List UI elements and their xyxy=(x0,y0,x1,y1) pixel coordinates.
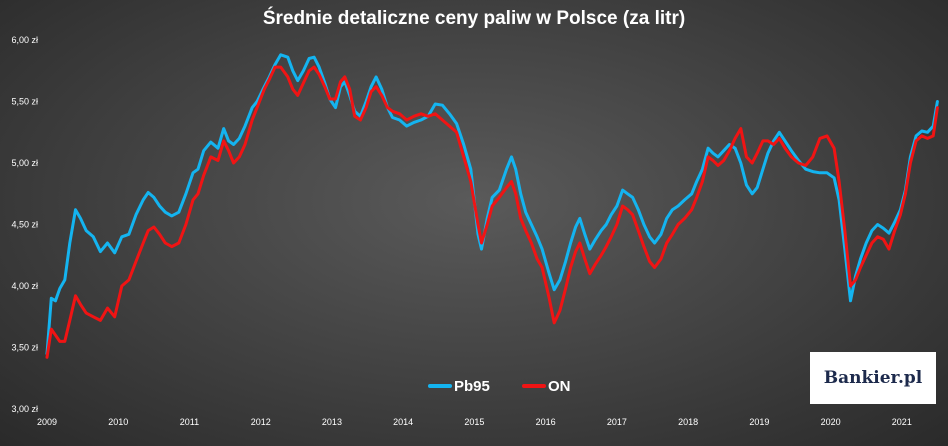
x-tick-label: 2013 xyxy=(322,417,342,427)
x-tick-label: 2012 xyxy=(251,417,271,427)
x-tick-label: 2019 xyxy=(749,417,769,427)
x-tick-label: 2011 xyxy=(180,417,199,427)
series-lines xyxy=(45,53,939,359)
bankier-logo: Bankier.pl xyxy=(810,352,936,404)
y-tick-label: 5,00 zł xyxy=(11,158,38,168)
y-tick-label: 6,00 zł xyxy=(11,35,38,45)
x-tick-label: 2021 xyxy=(892,417,912,427)
x-tick-label: 2014 xyxy=(393,417,413,427)
logo-text: Bankier.pl xyxy=(823,368,923,388)
x-tick-label: 2017 xyxy=(607,417,627,427)
x-tick-label: 2018 xyxy=(678,417,698,427)
legend: Pb95 ON xyxy=(428,378,571,395)
y-tick-label: 3,00 zł xyxy=(11,404,38,414)
chart-title: Średnie detaliczne ceny paliw w Polsce (… xyxy=(263,7,685,29)
y-axis-ticks: 3,00 zł 3,50 zł 4,00 zł 4,50 zł 5,00 zł 5,50 … xyxy=(11,35,38,414)
x-tick-label: 2015 xyxy=(464,417,484,427)
y-tick-label: 4,00 zł xyxy=(11,281,38,291)
series-line-pb95 xyxy=(45,53,939,356)
x-tick-label: 2016 xyxy=(536,417,556,427)
x-tick-label: 2009 xyxy=(37,417,57,427)
x-axis-ticks: 2009 2010 2011 2012 2013 2014 2015 2016 2017 2018… xyxy=(37,417,912,427)
legend-label-on: ON xyxy=(548,378,571,395)
y-tick-label: 3,50 zł xyxy=(11,343,38,353)
y-tick-label: 4,50 zł xyxy=(11,220,38,230)
y-tick-label: 5,50 zł xyxy=(11,97,38,107)
legend-label-pb95: Pb95 xyxy=(454,378,490,395)
series-line-on xyxy=(45,65,939,359)
x-tick-label: 2020 xyxy=(821,417,841,427)
x-tick-label: 2010 xyxy=(108,417,128,427)
